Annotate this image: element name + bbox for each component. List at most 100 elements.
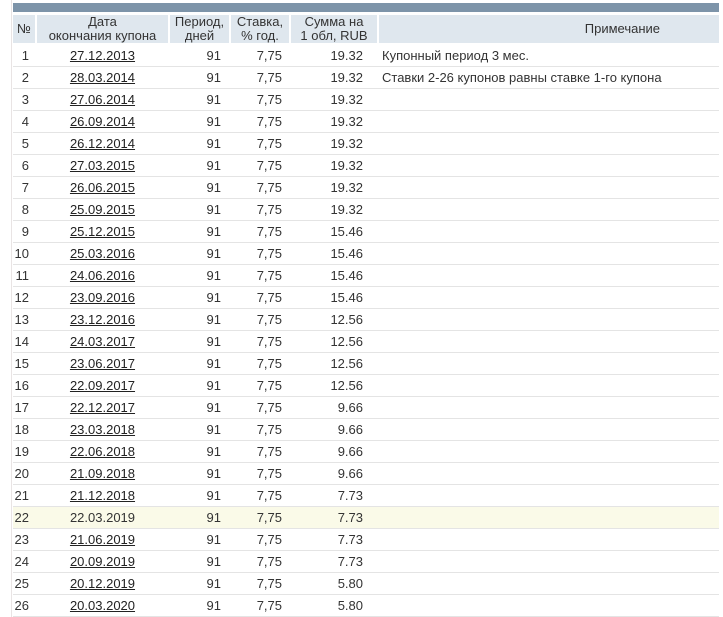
coupon-date-link[interactable]: 23.12.2016 [69, 312, 136, 327]
coupon-number-cell: 9 [21, 224, 29, 239]
table-row: 25 20.12.2019 91 7,75 5.80 [13, 573, 719, 595]
table-row: 9 25.12.2015 91 7,75 15.46 [13, 221, 719, 243]
table-row: 19 22.06.2018 91 7,75 9.66 [13, 441, 719, 463]
coupon-number-cell: 21 [14, 488, 29, 503]
rate-percent-cell: 7,75 [256, 598, 282, 613]
coupon-date-link[interactable]: 27.03.2015 [69, 158, 136, 173]
coupon-number-cell: 3 [21, 92, 29, 107]
coupon-date-link[interactable]: 20.12.2019 [69, 576, 136, 591]
period-days-cell: 91 [206, 246, 221, 261]
table-row: 6 27.03.2015 91 7,75 19.32 [13, 155, 719, 177]
period-days-cell: 91 [206, 356, 221, 371]
col-header-date-line2: окончания купона [48, 28, 157, 43]
amount-per-bond-cell: 19.32 [330, 202, 363, 217]
coupon-date-link[interactable]: 25.03.2016 [69, 246, 136, 261]
note-cell [379, 573, 719, 594]
amount-per-bond-cell: 12.56 [330, 356, 363, 371]
coupon-date-link[interactable]: 24.06.2016 [69, 268, 136, 283]
table-row: 2 28.03.2014 91 7,75 19.32 Ставки 2-26 к… [13, 67, 719, 89]
rate-percent-cell: 7,75 [256, 488, 282, 503]
coupon-date-link[interactable]: 21.12.2018 [69, 488, 136, 503]
coupon-date-link[interactable]: 20.09.2019 [69, 554, 136, 569]
col-header-period-line1: Период, [174, 15, 225, 29]
coupon-date-cell: 22.12.2017 [37, 397, 168, 418]
period-days-cell: 91 [206, 158, 221, 173]
coupon-date-link[interactable]: 26.12.2014 [69, 136, 136, 151]
table-row: 20 21.09.2018 91 7,75 9.66 [13, 463, 719, 485]
coupon-number-cell: 6 [21, 158, 29, 173]
table-row: 23 21.06.2019 91 7,75 7.73 [13, 529, 719, 551]
amount-per-bond-cell: 9.66 [337, 400, 363, 415]
coupon-date-link[interactable]: 22.06.2018 [69, 444, 136, 459]
coupon-date-link[interactable]: 25.09.2015 [69, 202, 136, 217]
note-cell [379, 309, 719, 330]
coupon-date-link[interactable]: 25.12.2015 [69, 224, 136, 239]
note-cell [379, 199, 719, 220]
rate-percent-cell: 7,75 [256, 356, 282, 371]
rate-percent-cell: 7,75 [256, 70, 282, 85]
amount-per-bond-cell: 7.73 [337, 488, 363, 503]
period-days-cell: 91 [206, 510, 221, 525]
note-cell [379, 133, 719, 154]
coupon-date-cell: 26.06.2015 [37, 177, 168, 198]
coupon-number-cell: 8 [21, 202, 29, 217]
coupon-date-cell: 24.06.2016 [37, 265, 168, 286]
col-header-amount-line2: 1 обл, RUB [300, 28, 368, 43]
rate-percent-cell: 7,75 [256, 576, 282, 591]
coupon-date-link[interactable]: 21.06.2019 [69, 532, 136, 547]
col-header-date: Дата окончания купона [37, 15, 168, 43]
table-row: 7 26.06.2015 91 7,75 19.32 [13, 177, 719, 199]
amount-per-bond-cell: 12.56 [330, 378, 363, 393]
coupon-date-link[interactable]: 28.03.2014 [69, 70, 136, 85]
amount-per-bond-cell: 12.56 [330, 334, 363, 349]
coupon-date-link[interactable]: 26.09.2014 [69, 114, 136, 129]
note-cell [379, 551, 719, 572]
coupon-number-cell: 19 [14, 444, 29, 459]
note-cell [379, 111, 719, 132]
amount-per-bond-cell: 19.32 [330, 180, 363, 195]
period-days-cell: 91 [206, 180, 221, 195]
table-row: 24 20.09.2019 91 7,75 7.73 [13, 551, 719, 573]
period-days-cell: 91 [206, 532, 221, 547]
coupon-date-link[interactable]: 23.09.2016 [69, 290, 136, 305]
amount-per-bond-cell: 19.32 [330, 158, 363, 173]
table-header-row: № Дата окончания купона Период, дней Ста… [13, 15, 719, 43]
amount-per-bond-cell: 5.80 [337, 598, 363, 613]
rate-percent-cell: 7,75 [256, 246, 282, 261]
coupon-date-link[interactable]: 27.06.2014 [69, 92, 136, 107]
coupon-date-link[interactable]: 22.09.2017 [69, 378, 136, 393]
amount-per-bond-cell: 9.66 [337, 444, 363, 459]
amount-per-bond-cell: 15.46 [330, 268, 363, 283]
coupon-date-link[interactable]: 24.03.2017 [69, 334, 136, 349]
coupon-date-link[interactable]: 22.12.2017 [69, 400, 136, 415]
coupon-date-link[interactable]: 23.03.2018 [69, 422, 136, 437]
table-row: 21 21.12.2018 91 7,75 7.73 [13, 485, 719, 507]
coupon-date-link[interactable]: 20.03.2020 [69, 598, 136, 613]
period-days-cell: 91 [206, 378, 221, 393]
table-row: 13 23.12.2016 91 7,75 12.56 [13, 309, 719, 331]
coupon-date-link[interactable]: 23.06.2017 [69, 356, 136, 371]
note-cell [379, 419, 719, 440]
amount-per-bond-cell: 19.32 [330, 48, 363, 63]
coupon-date-link[interactable]: 21.09.2018 [69, 466, 136, 481]
coupon-date-link[interactable]: 26.06.2015 [69, 180, 136, 195]
period-days-cell: 91 [206, 488, 221, 503]
amount-per-bond-cell: 15.46 [330, 290, 363, 305]
rate-percent-cell: 7,75 [256, 136, 282, 151]
table-body: 1 27.12.2013 91 7,75 19.32 Купонный пери… [13, 45, 719, 617]
coupon-date-cell: 25.12.2015 [37, 221, 168, 242]
coupon-number-cell: 11 [15, 268, 30, 283]
coupon-number-cell: 20 [14, 466, 29, 481]
table-row: 11 24.06.2016 91 7,75 15.46 [13, 265, 719, 287]
rate-percent-cell: 7,75 [256, 180, 282, 195]
table-row: 17 22.12.2017 91 7,75 9.66 [13, 397, 719, 419]
coupon-date-cell: 20.12.2019 [37, 573, 168, 594]
col-header-rate-line1: Ставка, [236, 15, 284, 29]
coupon-date-link[interactable]: 27.12.2013 [69, 48, 136, 63]
amount-per-bond-cell: 19.32 [330, 136, 363, 151]
coupon-schedule-table: № Дата окончания купона Период, дней Ста… [13, 0, 719, 617]
table-row: 22 22.03.2019 91 7,75 7.73 [13, 507, 719, 529]
note-cell [379, 375, 719, 396]
table-row: 10 25.03.2016 91 7,75 15.46 [13, 243, 719, 265]
rate-percent-cell: 7,75 [256, 312, 282, 327]
